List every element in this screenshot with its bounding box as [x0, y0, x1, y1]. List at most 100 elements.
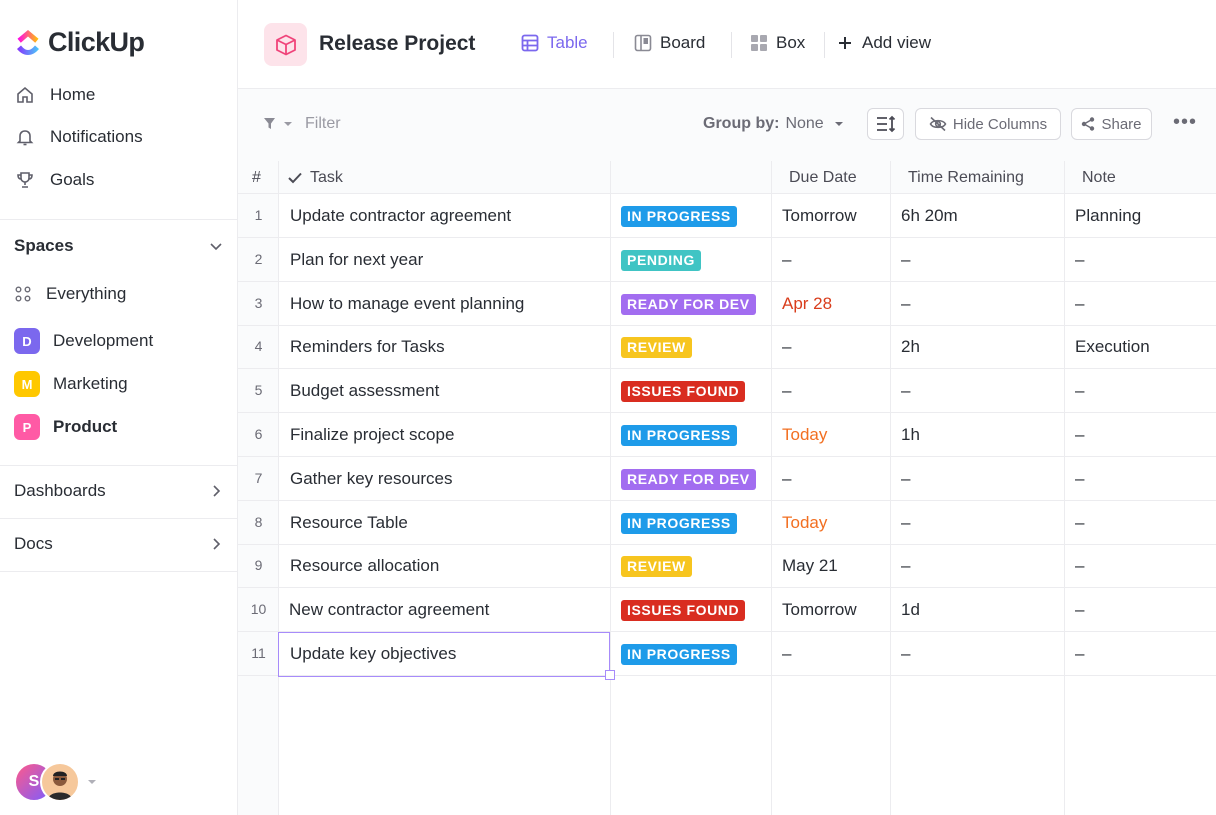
group-by-select[interactable]: Group by: None: [703, 115, 844, 133]
note-cell[interactable]: –: [1075, 468, 1085, 488]
status-badge[interactable]: READY FOR DEV: [621, 468, 756, 490]
note-cell[interactable]: –: [1075, 512, 1085, 532]
note-cell[interactable]: –: [1075, 249, 1085, 269]
status-badge[interactable]: PENDING: [621, 249, 701, 271]
table-row[interactable]: 8 Resource Table IN PROGRESS Today – –: [238, 501, 1216, 545]
status-badge[interactable]: REVIEW: [621, 337, 692, 359]
row-number: 2: [254, 250, 263, 267]
note-cell[interactable]: –: [1075, 425, 1085, 444]
status-badge[interactable]: READY FOR DEV: [621, 293, 756, 315]
table-row[interactable]: 6 Finalize project scope IN PROGRESS Today 1…: [238, 413, 1216, 457]
more-options-icon[interactable]: •••: [1173, 111, 1198, 133]
space-everything[interactable]: Everything: [14, 284, 126, 304]
table-row[interactable]: 1 Update contractor agreement IN PROGRESS T…: [238, 194, 1216, 238]
task-name[interactable]: Update contractor agreement: [290, 206, 512, 225]
table-row[interactable]: 3 How to manage event planning READY FOR D…: [238, 282, 1216, 326]
due-date-cell[interactable]: May 21: [782, 556, 838, 576]
due-date-cell[interactable]: Today: [782, 512, 828, 532]
note-cell[interactable]: –: [1075, 644, 1085, 663]
time-remaining-cell[interactable]: 1h: [901, 425, 920, 444]
task-name[interactable]: Resource Table: [290, 512, 408, 532]
header-note[interactable]: Note: [1082, 169, 1116, 186]
table-row[interactable]: 10 New contractor agreement ISSUES FOUND To…: [238, 588, 1216, 633]
header-time-remaining[interactable]: Time Remaining: [908, 169, 1024, 186]
task-name[interactable]: Budget assessment: [290, 381, 440, 401]
sort-button[interactable]: [867, 108, 904, 140]
table-row[interactable]: 9 Resource allocation REVIEW May 21 – –: [238, 544, 1216, 589]
status-badge[interactable]: IN PROGRESS: [621, 644, 737, 665]
due-date-cell[interactable]: Apr 28: [782, 293, 833, 313]
sidebar-divider: [0, 571, 237, 572]
time-remaining-cell[interactable]: 6h 20m: [901, 206, 958, 225]
task-name[interactable]: Resource allocation: [290, 556, 440, 576]
share-icon: [1082, 117, 1095, 131]
tab-box[interactable]: Box: [750, 33, 805, 53]
task-name[interactable]: Finalize project scope: [290, 425, 455, 444]
due-date-cell[interactable]: Today: [782, 425, 828, 444]
task-name[interactable]: Plan for next year: [290, 249, 424, 269]
nav-goals[interactable]: Goals: [14, 169, 94, 191]
table-row[interactable]: 11 Update key objectives IN PROGRESS – – –: [238, 632, 1216, 676]
add-view-button[interactable]: Add view: [838, 33, 931, 53]
time-remaining-cell[interactable]: –: [901, 556, 911, 576]
note-cell[interactable]: Planning: [1075, 206, 1142, 225]
table-row[interactable]: 5 Budget assessment ISSUES FOUND – – –: [238, 369, 1216, 414]
due-date-cell[interactable]: –: [782, 381, 792, 401]
space-marketing[interactable]: M Marketing: [14, 371, 128, 397]
time-remaining-cell[interactable]: 2h: [901, 337, 920, 357]
due-date-cell[interactable]: –: [782, 468, 792, 488]
status-badge[interactable]: IN PROGRESS: [621, 206, 737, 227]
task-name[interactable]: New contractor agreement: [289, 600, 490, 620]
task-name[interactable]: How to manage event planning: [290, 293, 525, 313]
row-number: 1: [254, 207, 263, 223]
row-number: 8: [254, 513, 263, 530]
note-cell[interactable]: –: [1075, 600, 1085, 620]
header-due-date[interactable]: Due Date: [789, 169, 857, 186]
due-date-cell[interactable]: Tomorrow: [782, 206, 857, 225]
status-badge[interactable]: REVIEW: [621, 556, 692, 578]
note-cell[interactable]: –: [1075, 556, 1085, 576]
hide-columns-button[interactable]: Hide Columns: [915, 108, 1061, 140]
spaces-header[interactable]: Spaces: [14, 236, 224, 256]
task-name[interactable]: Gather key resources: [290, 468, 453, 488]
nav-notifications[interactable]: Notifications: [14, 126, 143, 148]
user-avatars[interactable]: S: [14, 762, 98, 802]
sidebar-dashboards[interactable]: Dashboards: [14, 481, 224, 501]
time-remaining-cell[interactable]: –: [901, 468, 911, 488]
clickup-logo[interactable]: ClickUp: [14, 27, 145, 58]
column-divider: [610, 161, 611, 815]
tab-table[interactable]: Table: [521, 33, 588, 53]
note-cell[interactable]: –: [1075, 293, 1085, 313]
task-name[interactable]: Reminders for Tasks: [290, 337, 445, 357]
status-badge[interactable]: ISSUES FOUND: [621, 600, 746, 622]
nav-home[interactable]: Home: [14, 84, 95, 106]
time-remaining-cell[interactable]: –: [901, 381, 911, 401]
status-badge[interactable]: IN PROGRESS: [621, 425, 737, 446]
time-remaining-cell[interactable]: 1d: [901, 600, 920, 620]
time-remaining-cell[interactable]: –: [901, 249, 911, 269]
status-badge[interactable]: ISSUES FOUND: [621, 381, 746, 403]
due-date-cell[interactable]: Tomorrow: [782, 600, 857, 620]
due-date-cell[interactable]: –: [782, 249, 792, 269]
space-development[interactable]: D Development: [14, 328, 153, 354]
fill-handle[interactable]: [605, 670, 615, 680]
note-cell[interactable]: Execution: [1075, 337, 1150, 357]
due-date-cell[interactable]: –: [782, 644, 792, 663]
note-cell[interactable]: –: [1075, 381, 1085, 401]
status-badge[interactable]: IN PROGRESS: [621, 512, 737, 534]
row-number: 6: [254, 426, 263, 442]
filter-button[interactable]: Filter: [263, 115, 341, 133]
task-name[interactable]: Update key objectives: [290, 644, 457, 663]
table-row[interactable]: 4 Reminders for Tasks REVIEW – 2h Execution: [238, 325, 1216, 370]
time-remaining-cell[interactable]: –: [901, 644, 911, 663]
time-remaining-cell[interactable]: –: [901, 293, 911, 313]
tab-board[interactable]: Board: [634, 33, 705, 53]
due-date-cell[interactable]: –: [782, 337, 792, 357]
table-row[interactable]: 7 Gather key resources READY FOR DEV – – –: [238, 457, 1216, 501]
share-button[interactable]: Share: [1071, 108, 1152, 140]
table-row[interactable]: 2 Plan for next year PENDING – – –: [238, 238, 1216, 282]
space-product[interactable]: P Product: [14, 414, 117, 440]
header-task[interactable]: Task: [288, 169, 343, 187]
time-remaining-cell[interactable]: –: [901, 512, 911, 532]
sidebar-docs[interactable]: Docs: [14, 534, 224, 554]
